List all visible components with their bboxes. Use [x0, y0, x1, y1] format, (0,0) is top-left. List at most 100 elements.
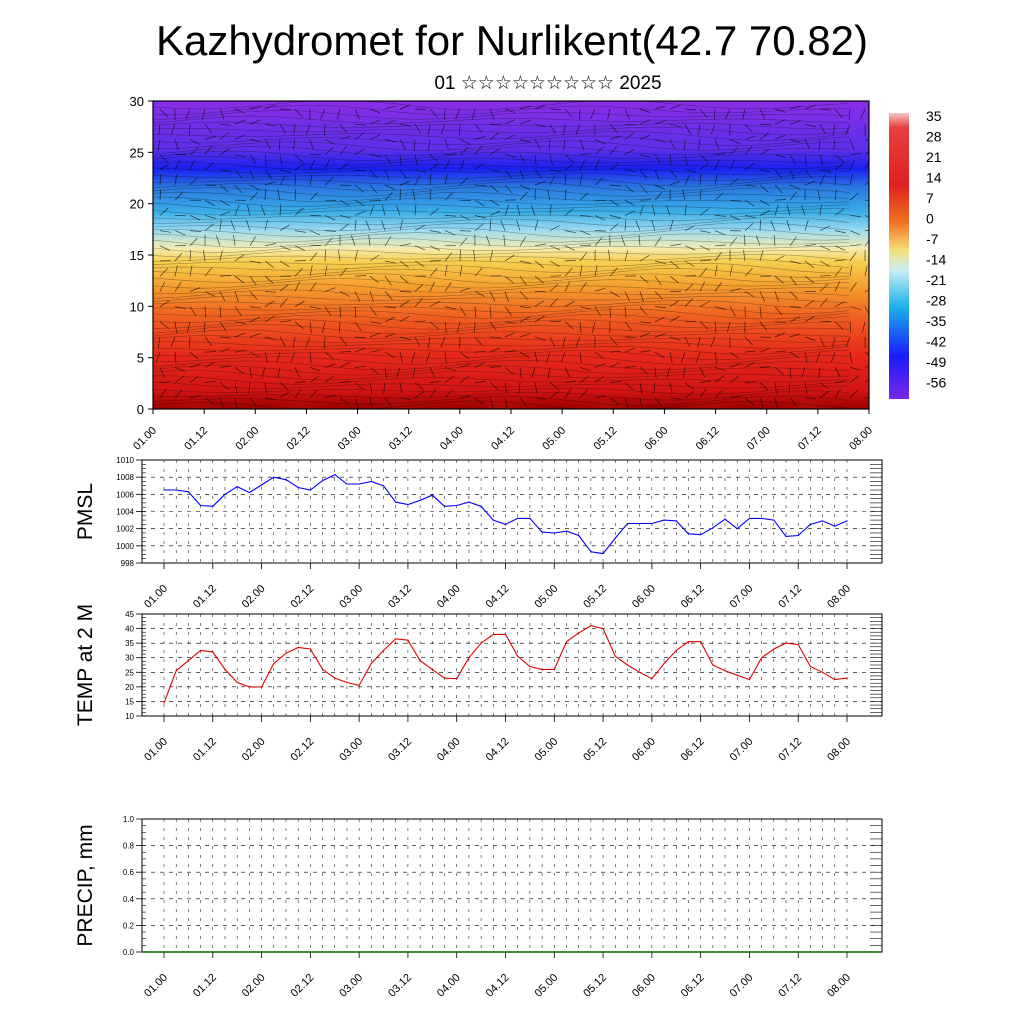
- wind-barb: [444, 252, 453, 262]
- wind-barb: [429, 163, 440, 171]
- wind-barb: [444, 352, 447, 364]
- isotherm-contour: [153, 171, 850, 182]
- wind-barb: [383, 382, 386, 394]
- wind-barb: [324, 306, 332, 317]
- wind-barb: [159, 388, 167, 398]
- wind-barb: [519, 105, 531, 110]
- wind-barb: [354, 306, 357, 318]
- wind-barb: [428, 124, 431, 136]
- wind-barb: [219, 250, 223, 262]
- heatmap-ytick-label: 5: [137, 351, 144, 366]
- wind-barb: [294, 245, 306, 251]
- wind-barb: [489, 210, 501, 216]
- heatmap-xtick-label: 07.00: [745, 425, 773, 453]
- wind-barb: [159, 367, 165, 378]
- colorbar-label: 28: [926, 129, 942, 145]
- wind-barb: [770, 220, 776, 231]
- wind-barb: [789, 397, 798, 407]
- temp-point: [517, 655, 519, 657]
- wind-barb: [159, 321, 169, 329]
- pmsl-xtick-label: 02.12: [289, 583, 317, 611]
- isotherm-contour: [153, 254, 850, 262]
- wind-barb: [504, 321, 516, 324]
- wind-barb: [804, 336, 816, 341]
- wind-barb: [248, 382, 251, 394]
- wind-barb: [804, 104, 816, 110]
- wind-barb: [684, 174, 691, 186]
- wind-barb: [714, 174, 718, 186]
- wind-barb: [624, 250, 629, 262]
- wind-barb: [729, 215, 741, 221]
- wind-barb: [654, 367, 657, 379]
- wind-barb: [189, 287, 201, 292]
- wind-barb: [489, 347, 501, 353]
- isotherm-contour: [153, 232, 850, 243]
- pmsl-point: [797, 534, 799, 537]
- wind-barb: [369, 119, 381, 125]
- wind-barb: [473, 250, 476, 262]
- wind-barb: [786, 204, 791, 216]
- heatmap-xtick-label: 08.00: [847, 425, 875, 453]
- wind-barb: [204, 162, 214, 171]
- wind-barb: [444, 159, 450, 170]
- wind-barb: [369, 321, 381, 324]
- temp-point: [846, 677, 848, 679]
- wind-barb: [440, 124, 446, 135]
- isotherm-contour: [153, 208, 850, 216]
- temp-point: [175, 670, 177, 672]
- isotherm-contour: [153, 186, 850, 197]
- wind-barb: [187, 321, 191, 333]
- wind-barb: [549, 298, 558, 307]
- wind-barb: [264, 275, 274, 284]
- pmsl-xtick-label: 06.12: [679, 583, 707, 611]
- wind-barb: [562, 336, 566, 348]
- isotherm-contour: [153, 167, 850, 176]
- wind-barb: [774, 275, 784, 284]
- wind-barb: [429, 367, 436, 378]
- temp-xtick-label: 04.12: [484, 736, 512, 764]
- wind-barb: [669, 352, 673, 364]
- wind-barb: [264, 219, 268, 231]
- precip-xtick-label: 06.12: [679, 972, 707, 1000]
- wind-barb: [759, 210, 771, 216]
- wind-barb: [339, 306, 341, 318]
- wind-barb: [309, 192, 319, 201]
- wind-barb: [204, 336, 213, 346]
- wind-barb: [744, 163, 755, 171]
- wind-barb: [249, 397, 257, 408]
- wind-barb: [489, 291, 496, 302]
- wind-barb: [204, 361, 215, 368]
- temp-point: [248, 686, 250, 688]
- wind-barb: [414, 175, 421, 186]
- wind-barb: [384, 397, 392, 407]
- wind-barb: [774, 204, 779, 216]
- temp-point: [785, 642, 787, 644]
- wind-barb: [324, 215, 336, 221]
- wind-barb: [157, 139, 161, 151]
- wind-barb: [414, 154, 418, 166]
- wind-barb: [384, 191, 393, 201]
- wind-barb: [384, 119, 396, 125]
- wind-barb: [157, 336, 161, 348]
- heatmap-xtick-label: 05.00: [540, 425, 568, 453]
- wind-barb: [234, 275, 245, 284]
- wind-barb: [849, 352, 853, 364]
- wind-barb: [684, 169, 696, 173]
- wind-barb: [264, 397, 276, 401]
- wind-barb: [264, 336, 276, 341]
- wind-barb: [277, 367, 281, 379]
- wind-barb: [624, 336, 637, 338]
- isotherm-contour: [153, 161, 850, 170]
- wind-barb: [204, 215, 216, 219]
- wind-barb: [309, 159, 316, 170]
- wind-barb: [219, 382, 229, 390]
- wind-barb: [534, 300, 545, 307]
- colorbar-label: 7: [926, 190, 934, 206]
- wind-barb: [174, 367, 186, 372]
- wind-barb: [459, 287, 471, 292]
- wind-barb: [158, 124, 161, 136]
- wind-barb: [534, 336, 546, 341]
- temp-point: [651, 678, 653, 680]
- wind-barb: [489, 132, 500, 140]
- wind-barb: [845, 124, 851, 135]
